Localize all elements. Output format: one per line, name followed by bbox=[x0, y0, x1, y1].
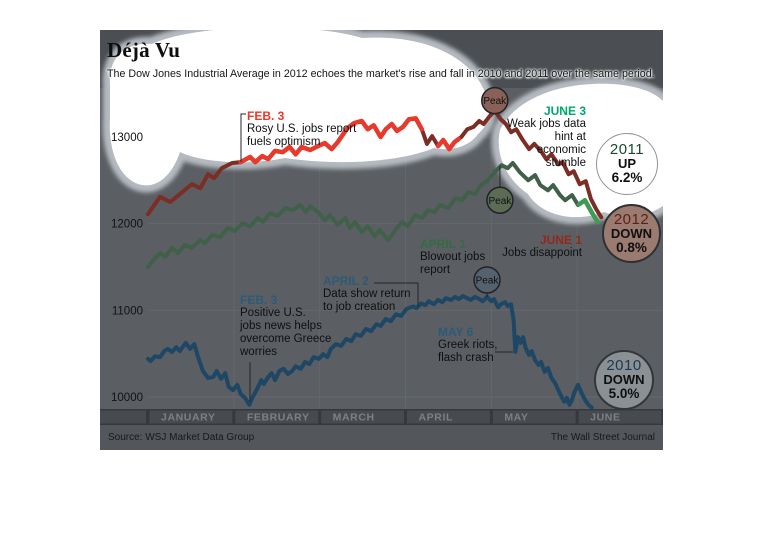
month-box bbox=[149, 410, 233, 424]
line-series-2010 bbox=[146, 294, 594, 410]
month-label: MARCH bbox=[333, 412, 375, 424]
annotation-date: APRIL 2 bbox=[323, 274, 369, 288]
month-box bbox=[492, 410, 576, 424]
badge-2012-performance: 2012 DOWN 0.8% bbox=[602, 204, 661, 263]
annotation-june1-2012: JUNE 1 Jobs disappoint bbox=[502, 234, 582, 260]
footer-bar: Source: WSJ Market Data Group The Wall S… bbox=[100, 425, 663, 450]
badge-direction: DOWN bbox=[603, 372, 645, 387]
chart-canvas: 13000 12000 11000 10000 Peak Peak Peak JANUAR… bbox=[100, 30, 663, 450]
badge-2011-performance: 2011 UP 6.2% bbox=[596, 133, 658, 195]
annotation-feb3-2012: FEB. 3 Rosy U.S. jobs report fuels optimi… bbox=[247, 110, 356, 149]
annotation-may6-2010: MAY 6 Greek riots, flash crash bbox=[438, 326, 497, 365]
badge-percent: 5.0% bbox=[608, 386, 640, 401]
annotation-date: APRIL 1 bbox=[420, 237, 466, 251]
badge-direction: UP bbox=[617, 156, 637, 171]
index-lines bbox=[146, 109, 604, 410]
page-title: Déjà Vu bbox=[107, 38, 181, 62]
badge-percent: 6.2% bbox=[611, 170, 643, 185]
annotation-connectors bbox=[240, 113, 513, 402]
x-axis-month-band: JANUARY FEBRUARY MARCH APRIL MAY JUNE bbox=[100, 409, 663, 425]
badge-year: 2012 bbox=[613, 210, 650, 228]
month-box bbox=[578, 410, 662, 424]
line-series-2012-highlight bbox=[435, 136, 461, 152]
annotation-april1-2011: APRIL 1 Blowout jobs report bbox=[420, 238, 485, 277]
month-label: MAY bbox=[504, 412, 528, 424]
annotation-text: Weak jobs data hint at economic stumble bbox=[506, 118, 586, 169]
peak-label: Peak bbox=[483, 96, 507, 107]
annotation-feb3-2010: FEB. 3 Positive U.S. jobs news helps over… bbox=[240, 294, 331, 359]
y-tick-label: 11000 bbox=[112, 305, 143, 317]
publisher-credit: The Wall Street Journal bbox=[550, 432, 655, 443]
annotation-text: Blowout jobs report bbox=[420, 251, 486, 276]
peak-markers: Peak Peak Peak bbox=[473, 86, 514, 298]
y-tick-label: 10000 bbox=[111, 392, 143, 404]
month-box bbox=[235, 410, 319, 424]
annotation-date: JUNE 3 bbox=[543, 104, 586, 118]
dow-jones-infographic: 13000 12000 11000 10000 Peak Peak Peak JANUAR… bbox=[100, 30, 663, 450]
badge-year: 2010 bbox=[606, 357, 642, 374]
annotation-april2-2010: APRIL 2 Data show return to job creation bbox=[323, 275, 411, 314]
annotation-text: Positive U.S. jobs news helps overcome G… bbox=[240, 307, 332, 358]
annotation-text: Greek riots, flash crash bbox=[438, 339, 498, 364]
badge-2010-performance: 2010 DOWN 5.0% bbox=[594, 350, 654, 410]
y-tick-label: 13000 bbox=[111, 132, 143, 144]
peak-circle-2010 bbox=[473, 266, 501, 294]
y-axis-labels: 13000 12000 11000 10000 bbox=[111, 132, 143, 404]
peak-label: Peak bbox=[476, 276, 500, 287]
line-series-2012-highlight bbox=[238, 116, 425, 165]
month-box bbox=[321, 410, 404, 424]
month-label: APRIL bbox=[419, 412, 454, 424]
badge-year: 2011 bbox=[609, 141, 645, 158]
month-label: JANUARY bbox=[161, 412, 216, 424]
month-label: JUNE bbox=[590, 412, 620, 424]
badge-percent: 0.8% bbox=[616, 239, 647, 255]
peak-label: Peak bbox=[489, 196, 513, 207]
y-tick-label: 12000 bbox=[111, 219, 143, 231]
annotation-date: MAY 6 bbox=[438, 325, 474, 339]
line-series-2011 bbox=[146, 161, 600, 269]
annotation-june3-2011: JUNE 3 Weak jobs data hint at economic st… bbox=[507, 105, 586, 170]
annotation-date: FEB. 3 bbox=[247, 109, 285, 123]
peak-circle-2011 bbox=[486, 186, 514, 215]
source-credit: Source: WSJ Market Data Group bbox=[108, 432, 255, 443]
annotation-text: Data show return to job creation bbox=[323, 288, 411, 313]
line-series-2011-highlight bbox=[576, 198, 601, 225]
month-label: FEBRUARY bbox=[247, 412, 310, 424]
annotation-text: Jobs disappoint bbox=[502, 247, 582, 259]
chart-subtitle: The Dow Jones Industrial Average in 2012… bbox=[107, 68, 655, 80]
peak-circle-2012 bbox=[481, 86, 509, 115]
annotation-date: JUNE 1 bbox=[539, 233, 582, 247]
badge-direction: DOWN bbox=[610, 225, 653, 241]
annotation-date: FEB. 3 bbox=[240, 293, 278, 307]
month-box bbox=[407, 410, 490, 424]
annotation-text: Rosy U.S. jobs report fuels optimism bbox=[247, 123, 357, 148]
